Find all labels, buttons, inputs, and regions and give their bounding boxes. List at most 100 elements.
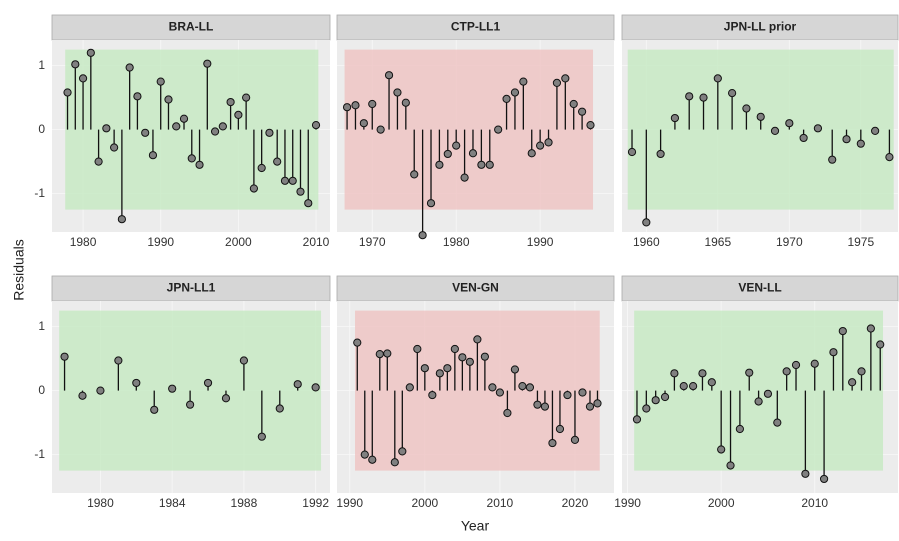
point [660, 392, 670, 402]
point [785, 119, 794, 128]
point [401, 98, 410, 107]
point [555, 424, 565, 434]
x-tick-label: 1988 [231, 496, 258, 510]
point [390, 458, 399, 467]
point [413, 344, 422, 354]
point [685, 92, 694, 101]
point [96, 386, 105, 395]
x-tick-label: 2000 [708, 496, 735, 510]
point [311, 383, 320, 392]
point [443, 364, 452, 373]
point [452, 141, 461, 150]
point [468, 149, 478, 158]
point [428, 390, 437, 400]
strip [621, 14, 899, 41]
strip [336, 275, 615, 302]
point [203, 59, 212, 68]
point [265, 128, 274, 137]
point [78, 391, 87, 400]
point [842, 135, 851, 144]
point [405, 383, 414, 392]
point [125, 63, 134, 72]
point [234, 110, 243, 119]
point [110, 143, 119, 152]
point [477, 160, 486, 169]
point [172, 122, 181, 131]
point [707, 378, 716, 387]
point [293, 380, 302, 389]
point [593, 399, 602, 408]
point [642, 218, 651, 227]
point [150, 405, 159, 414]
point [519, 77, 528, 86]
point [510, 365, 520, 374]
point [586, 121, 595, 130]
point [78, 74, 88, 83]
point [485, 160, 494, 169]
point [563, 390, 572, 400]
x-tick-label: 1980 [443, 235, 470, 249]
point [698, 369, 707, 378]
point [828, 155, 837, 164]
point [218, 122, 227, 131]
strip-title: VEN-LL [738, 281, 781, 295]
point [656, 149, 665, 159]
point [713, 74, 722, 83]
point [885, 153, 894, 162]
point [210, 127, 220, 136]
point [540, 402, 550, 411]
x-tick-label: 2000 [411, 496, 438, 510]
y-tick-label: -1 [34, 447, 45, 461]
strip-title: VEN-GN [452, 281, 499, 295]
point [726, 461, 735, 470]
point [242, 93, 251, 102]
point [148, 151, 158, 160]
y-tick-label: 1 [38, 58, 45, 72]
point [770, 126, 780, 135]
x-tick-label: 1984 [159, 496, 186, 510]
point [813, 124, 823, 133]
point [866, 324, 875, 333]
point [578, 107, 587, 116]
point [473, 335, 482, 344]
point [857, 367, 866, 376]
point [156, 77, 165, 86]
x-tick-label: 1980 [87, 496, 114, 510]
point [179, 114, 189, 123]
point [203, 378, 213, 388]
point [353, 338, 362, 347]
x-tick-label: 2010 [487, 496, 514, 510]
point [536, 141, 545, 150]
point [578, 388, 587, 397]
point [503, 408, 512, 418]
strip-title: BRA-LL [169, 20, 214, 34]
point [544, 138, 553, 147]
point [848, 378, 857, 387]
x-tick-label: 1970 [776, 235, 803, 249]
point [799, 133, 808, 143]
point [699, 93, 708, 102]
point [239, 356, 249, 365]
point [735, 424, 744, 434]
point [838, 326, 847, 336]
point [63, 88, 72, 97]
point [763, 389, 773, 398]
point [525, 383, 535, 392]
y-tick-label: 0 [38, 122, 45, 136]
point [450, 344, 459, 354]
point [756, 112, 765, 121]
point [420, 364, 429, 373]
x-tick-label: 1965 [704, 235, 731, 249]
point [418, 231, 427, 240]
point [375, 350, 384, 359]
point [383, 349, 392, 358]
point [810, 359, 819, 368]
point [871, 126, 880, 135]
point [296, 187, 305, 196]
strip-title: CTP-LL1 [451, 20, 501, 34]
y-tick-label: -1 [34, 186, 45, 200]
point [561, 74, 570, 83]
y-tick-label: 0 [38, 383, 45, 397]
point [311, 121, 321, 130]
x-tick-label: 2010 [801, 496, 828, 510]
